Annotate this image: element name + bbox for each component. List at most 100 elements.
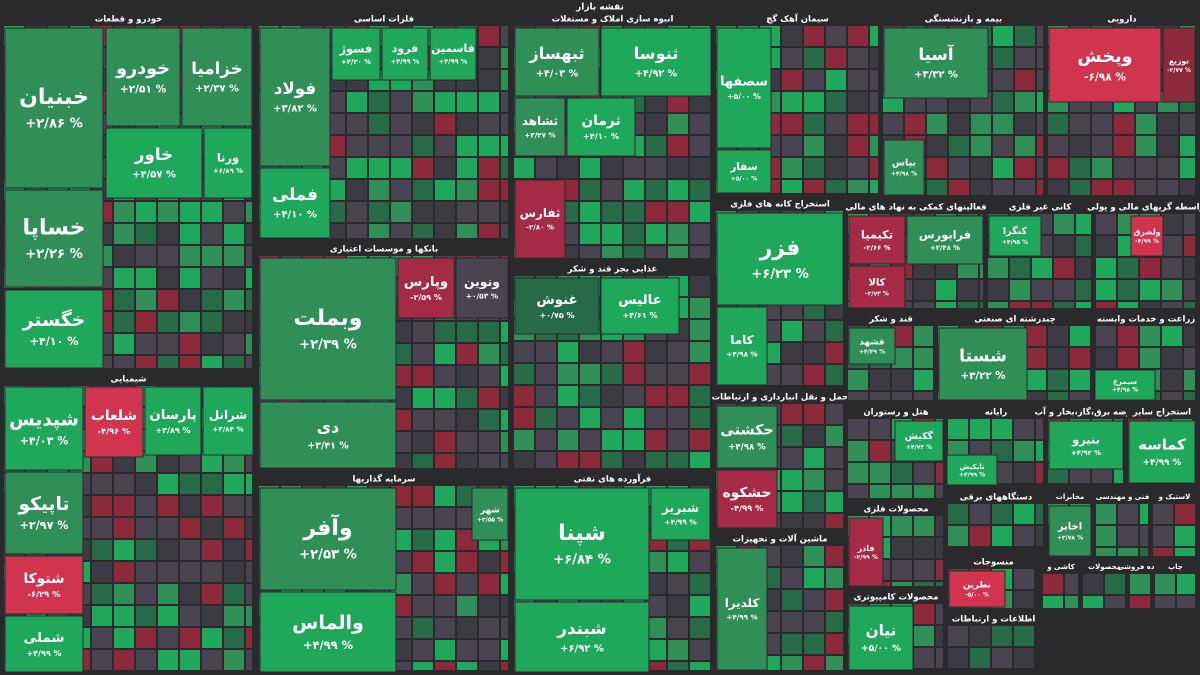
stock-tile[interactable] — [716, 149, 772, 194]
filler-tile — [1037, 70, 1043, 90]
stock-tile[interactable] — [144, 386, 202, 456]
filler-tile — [413, 224, 433, 238]
filler-tile — [690, 662, 710, 670]
filler-tile — [936, 280, 956, 300]
filler-tile — [202, 268, 222, 288]
stock-tile[interactable] — [455, 257, 509, 319]
filler-tile — [136, 650, 156, 670]
stock-tile[interactable] — [259, 167, 331, 239]
stock-tile[interactable] — [600, 27, 712, 97]
stock-tile[interactable] — [203, 127, 253, 199]
stock-tile[interactable] — [566, 97, 636, 157]
stock-tile[interactable] — [4, 189, 104, 288]
stock-tile[interactable] — [4, 289, 104, 369]
stock-tile[interactable] — [1162, 27, 1196, 103]
stock-tile[interactable] — [4, 555, 84, 615]
filler-tile — [180, 334, 200, 354]
stock-tile[interactable] — [906, 215, 984, 265]
filler-tile — [1010, 258, 1030, 278]
filler-tile — [646, 92, 666, 112]
filler-tile — [413, 662, 433, 670]
filler-tile — [558, 342, 578, 362]
stock-name: تاپیکو — [18, 494, 70, 515]
stock-tile[interactable] — [883, 27, 989, 99]
stock-tile[interactable] — [84, 386, 144, 458]
stock-tile[interactable] — [938, 327, 1028, 401]
stock-tile[interactable] — [259, 487, 397, 591]
stock-tile[interactable] — [848, 605, 914, 671]
stock-tile[interactable] — [716, 547, 768, 671]
filler-tile — [435, 662, 455, 670]
filler-tile — [479, 618, 499, 638]
filler-tile — [1092, 114, 1112, 134]
stock-tile[interactable] — [381, 27, 429, 81]
stock-tile[interactable] — [471, 487, 509, 541]
stock-tile[interactable] — [202, 386, 254, 456]
stock-tile[interactable] — [600, 277, 680, 335]
stock-tile[interactable] — [1130, 215, 1164, 257]
stock-tile[interactable] — [259, 401, 397, 469]
stock-tile[interactable] — [4, 386, 84, 471]
stock-tile[interactable] — [1048, 505, 1092, 557]
filler-tile — [224, 584, 244, 604]
filler-tile — [114, 268, 134, 288]
stock-tile[interactable] — [716, 405, 778, 469]
stock-tile[interactable] — [716, 27, 772, 149]
filler-tile — [413, 454, 433, 468]
stock-tile[interactable] — [883, 139, 925, 196]
stock-tile[interactable] — [259, 591, 397, 673]
filler-tile — [826, 365, 843, 385]
stock-tile[interactable] — [105, 127, 203, 199]
filler-tile — [114, 202, 134, 222]
stock-change: -۲/۹۹ % — [854, 554, 878, 561]
filler-tile — [413, 410, 433, 430]
stock-tile[interactable] — [1128, 420, 1196, 484]
stock-tile[interactable] — [650, 487, 711, 541]
stock-tile[interactable] — [716, 306, 768, 386]
stock-tile[interactable] — [848, 215, 906, 265]
filler-tile — [1037, 48, 1043, 68]
stock-tile[interactable] — [514, 277, 600, 335]
sector-name: چندرشته ای صنعتی — [974, 315, 1056, 325]
stock-tile[interactable] — [514, 487, 650, 601]
stock-tile[interactable] — [514, 97, 566, 157]
stock-tile[interactable] — [105, 27, 181, 127]
stock-tile[interactable] — [397, 257, 455, 319]
filler-tile — [180, 584, 200, 604]
stock-tile[interactable] — [848, 517, 884, 587]
filler-tile — [246, 312, 252, 332]
stock-tile[interactable] — [4, 471, 84, 555]
filler-tile — [993, 26, 1013, 46]
stock-tile[interactable] — [948, 570, 1006, 608]
stock-tile[interactable] — [259, 27, 331, 167]
stock-tile[interactable] — [988, 215, 1042, 257]
filler-tile — [1153, 526, 1173, 546]
filler-tile — [501, 366, 508, 386]
stock-tile[interactable] — [514, 601, 650, 673]
stock-tile[interactable] — [331, 27, 381, 81]
stock-tile[interactable] — [894, 420, 944, 462]
stock-tile[interactable] — [946, 454, 998, 486]
filler-tile — [804, 365, 824, 385]
stock-tile[interactable] — [848, 327, 896, 365]
stock-tile[interactable] — [181, 27, 253, 127]
filler-tile — [1136, 180, 1156, 195]
filler-tile — [668, 640, 688, 660]
stock-tile[interactable] — [716, 212, 844, 306]
filler-tile — [848, 158, 868, 178]
stock-tile[interactable] — [514, 27, 600, 97]
stock-tile[interactable] — [259, 257, 397, 401]
stock-tile[interactable] — [429, 27, 477, 81]
stock-tile[interactable] — [848, 265, 906, 309]
stock-tile[interactable] — [4, 615, 84, 673]
filler-tile — [1070, 114, 1090, 134]
stock-tile[interactable] — [4, 27, 104, 189]
stock-tile[interactable] — [716, 469, 778, 529]
stock-tile[interactable] — [1048, 420, 1124, 470]
stock-tile[interactable] — [1094, 369, 1156, 401]
filler-tile — [936, 648, 943, 668]
stock-tile[interactable] — [1048, 27, 1162, 103]
filler-tile — [848, 114, 868, 134]
stock-tile[interactable] — [514, 179, 566, 259]
filler-tile — [826, 158, 846, 178]
